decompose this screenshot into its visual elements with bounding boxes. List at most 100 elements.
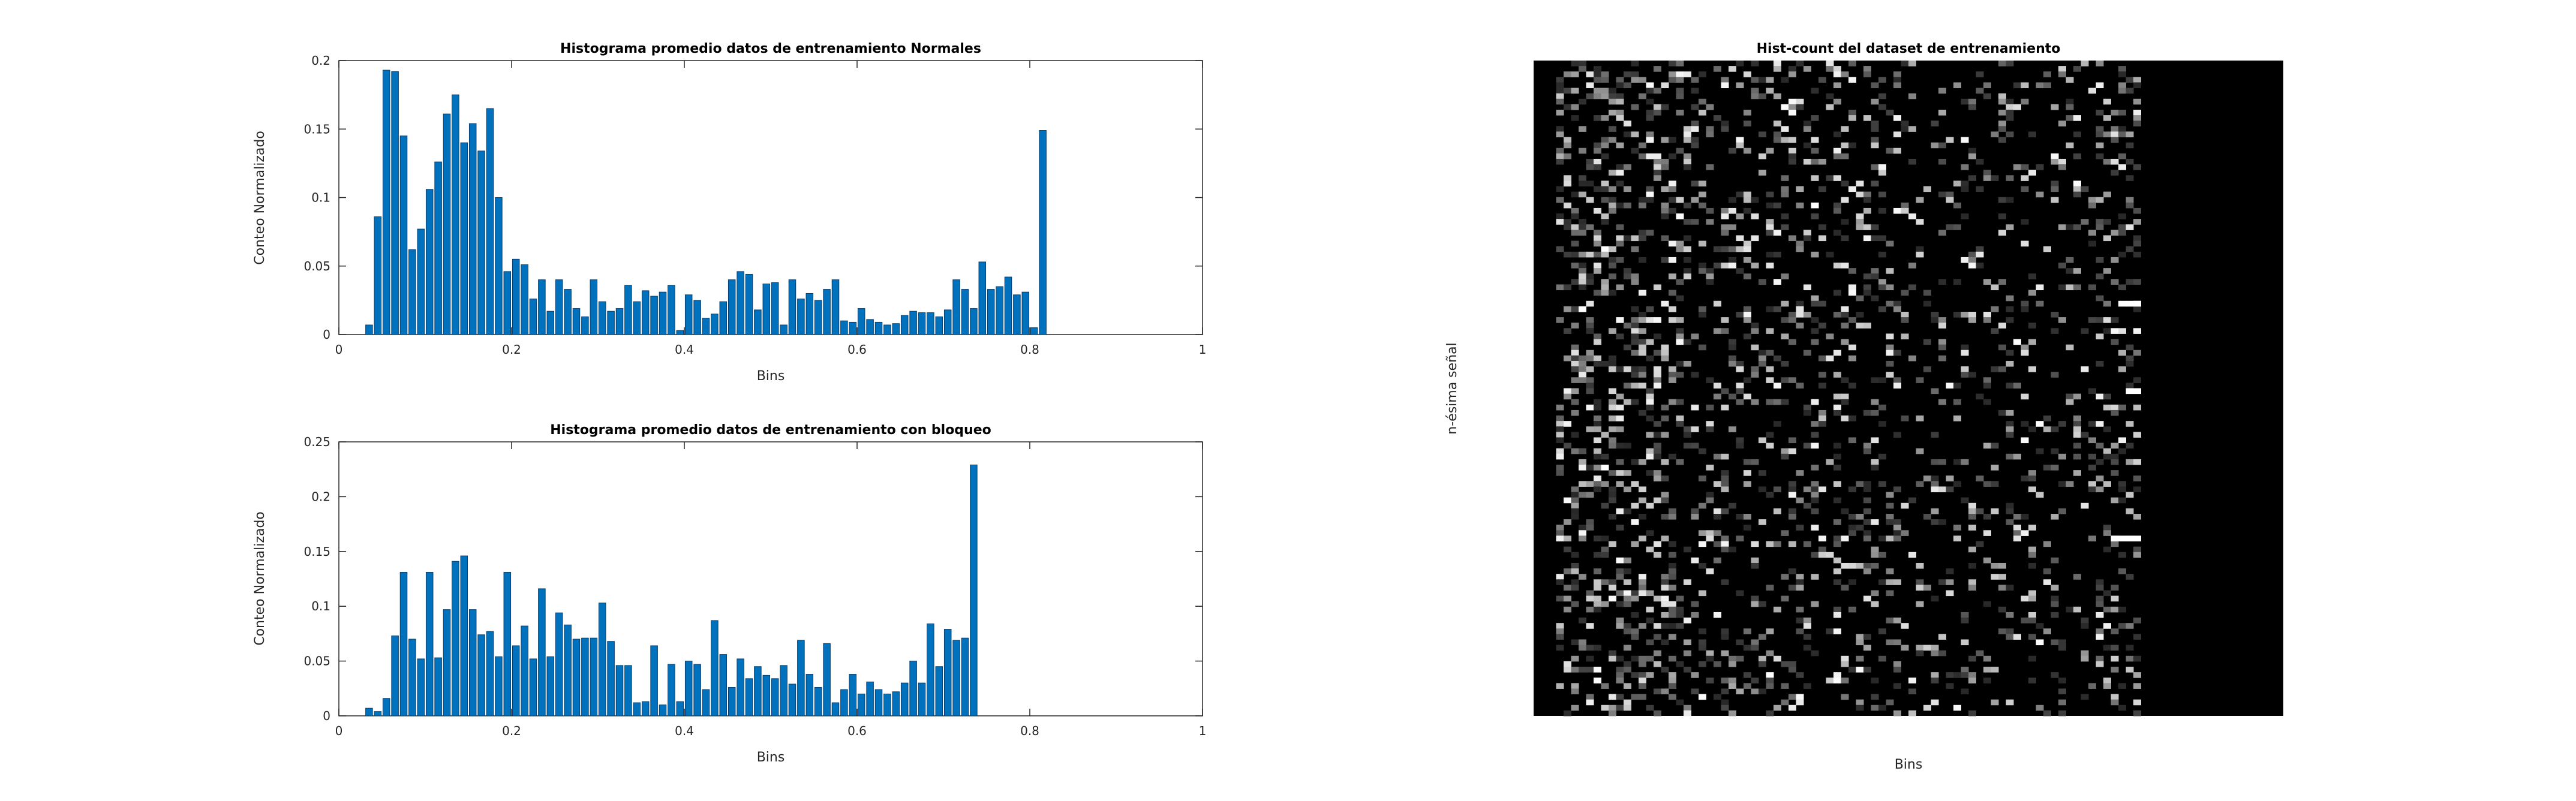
heatmap-cell	[1856, 525, 1864, 531]
heatmap-cell	[1669, 257, 1676, 263]
heatmap-cell	[1893, 519, 1901, 525]
heatmap-cell	[1774, 399, 1781, 405]
heatmap-cell	[1721, 579, 1729, 585]
heatmap-cell	[1684, 153, 1691, 159]
heatmap-cell	[2051, 197, 2059, 203]
heatmap-cell	[1609, 513, 1616, 520]
heatmap-cell	[1878, 481, 1886, 487]
heatmap-cell	[2111, 655, 2119, 662]
heatmap-cell	[1961, 497, 1969, 504]
heatmap-cell	[1654, 688, 1661, 695]
heatmap-cell	[1736, 366, 1744, 372]
heatmap-cell	[1714, 513, 1721, 520]
heatmap-cell	[1811, 601, 1819, 607]
heatmap-cell	[2021, 530, 2029, 536]
heatmap-cell	[1729, 66, 1736, 72]
heatmap-cell	[1781, 137, 1789, 143]
heatmap-cell	[2073, 66, 2081, 72]
heatmap-cell	[1833, 672, 1841, 678]
heatmap-cell	[1616, 694, 1624, 700]
heatmap-cell	[2021, 393, 2029, 400]
heatmap-cell	[1893, 639, 1901, 646]
heatmap-cell	[2118, 350, 2126, 356]
heatmap-cell	[1766, 585, 1774, 591]
heatmap-cell	[1998, 344, 2006, 351]
heatmap-cell	[1991, 465, 1999, 471]
histogram-bar	[918, 682, 926, 716]
heatmap-cell	[1624, 235, 1631, 242]
heatmap-cell	[1579, 98, 1586, 105]
heatmap-cell	[1946, 579, 1954, 585]
heatmap-cell	[1886, 590, 1894, 597]
heatmap-cell	[1886, 109, 1894, 116]
heatmap-cell	[1968, 311, 1976, 318]
heatmap-cell	[1871, 694, 1879, 700]
heatmap-cell	[2073, 470, 2081, 476]
heatmap-cell	[1684, 360, 1691, 367]
heatmap-cell	[2133, 240, 2141, 247]
heatmap-cell	[1571, 667, 1579, 673]
heatmap-cell	[1571, 344, 1579, 351]
heatmap-cell	[1871, 98, 1879, 105]
heatmap-cell	[1609, 388, 1616, 395]
heatmap-cell	[1863, 235, 1871, 242]
heatmap-cell	[1848, 355, 1856, 362]
heatmap-cell	[2028, 525, 2036, 531]
heatmap-cell	[2088, 317, 2096, 323]
heatmap-cell	[2118, 481, 2126, 487]
heatmap-cell	[1863, 530, 1871, 536]
heatmap-cell	[2006, 699, 2014, 706]
heatmap-cell	[1699, 202, 1706, 209]
heatmap-cell	[1609, 170, 1616, 176]
heatmap-cell	[1586, 197, 1594, 203]
heatmap-cell	[1586, 623, 1594, 629]
heatmap-cell	[1571, 88, 1579, 94]
heatmap-cell	[1766, 306, 1774, 312]
heatmap-cell	[1729, 393, 1736, 400]
heatmap-cell	[1601, 290, 1609, 296]
histogram-bar	[719, 301, 728, 335]
heatmap-cell	[1706, 273, 1714, 279]
heatmap-cell	[1609, 415, 1616, 421]
heatmap-cell	[1766, 219, 1774, 225]
heatmap-cell	[1983, 399, 1991, 405]
heatmap-cell	[1669, 585, 1676, 591]
heatmap-cell	[1736, 655, 1744, 662]
histogram-bar	[805, 674, 814, 716]
heatmap-cell	[1661, 257, 1669, 263]
heatmap-cell	[1571, 492, 1579, 498]
heatmap-cell	[1601, 137, 1609, 143]
heatmap-cell	[1796, 628, 1804, 634]
heatmap-cell	[1586, 328, 1594, 334]
heatmap-cell	[1931, 317, 1939, 323]
heatmap-cell	[1774, 421, 1781, 427]
heatmap-cell	[1841, 661, 1849, 667]
heatmap-cell	[1661, 497, 1669, 504]
heatmap-cell	[1616, 115, 1624, 121]
heatmap-cell	[1684, 137, 1691, 143]
chart2-title: Histograma promedio datos de entrenamien…	[550, 423, 991, 438]
heatmap-cell	[1594, 207, 1601, 214]
heatmap-cell	[1594, 158, 1601, 165]
heatmap-cell	[1736, 246, 1744, 252]
heatmap-cell	[1998, 606, 2006, 613]
heatmap-cell	[1789, 98, 1796, 105]
histogram-bar	[814, 300, 822, 335]
heatmap-cell	[1863, 409, 1871, 416]
heatmap-cell	[1863, 562, 1871, 569]
chart2-xlabel: Bins	[757, 750, 785, 765]
heatmap-cell	[2021, 175, 2029, 181]
heatmap-cell	[2111, 694, 2119, 700]
heatmap-cell	[2126, 175, 2134, 181]
heatmap-cell	[1968, 175, 1976, 181]
heatmap-cell	[1848, 383, 1856, 389]
y-tick-label: 0.2	[311, 53, 330, 68]
heatmap-cell	[1803, 66, 1811, 72]
heatmap-cell	[1759, 360, 1766, 367]
heatmap-cell	[2111, 699, 2119, 706]
heatmap-cell	[1594, 66, 1601, 72]
heatmap-cell	[1878, 164, 1886, 170]
heatmap-cell	[1609, 399, 1616, 405]
heatmap-cell	[1616, 508, 1624, 514]
histogram-bar	[952, 279, 960, 335]
